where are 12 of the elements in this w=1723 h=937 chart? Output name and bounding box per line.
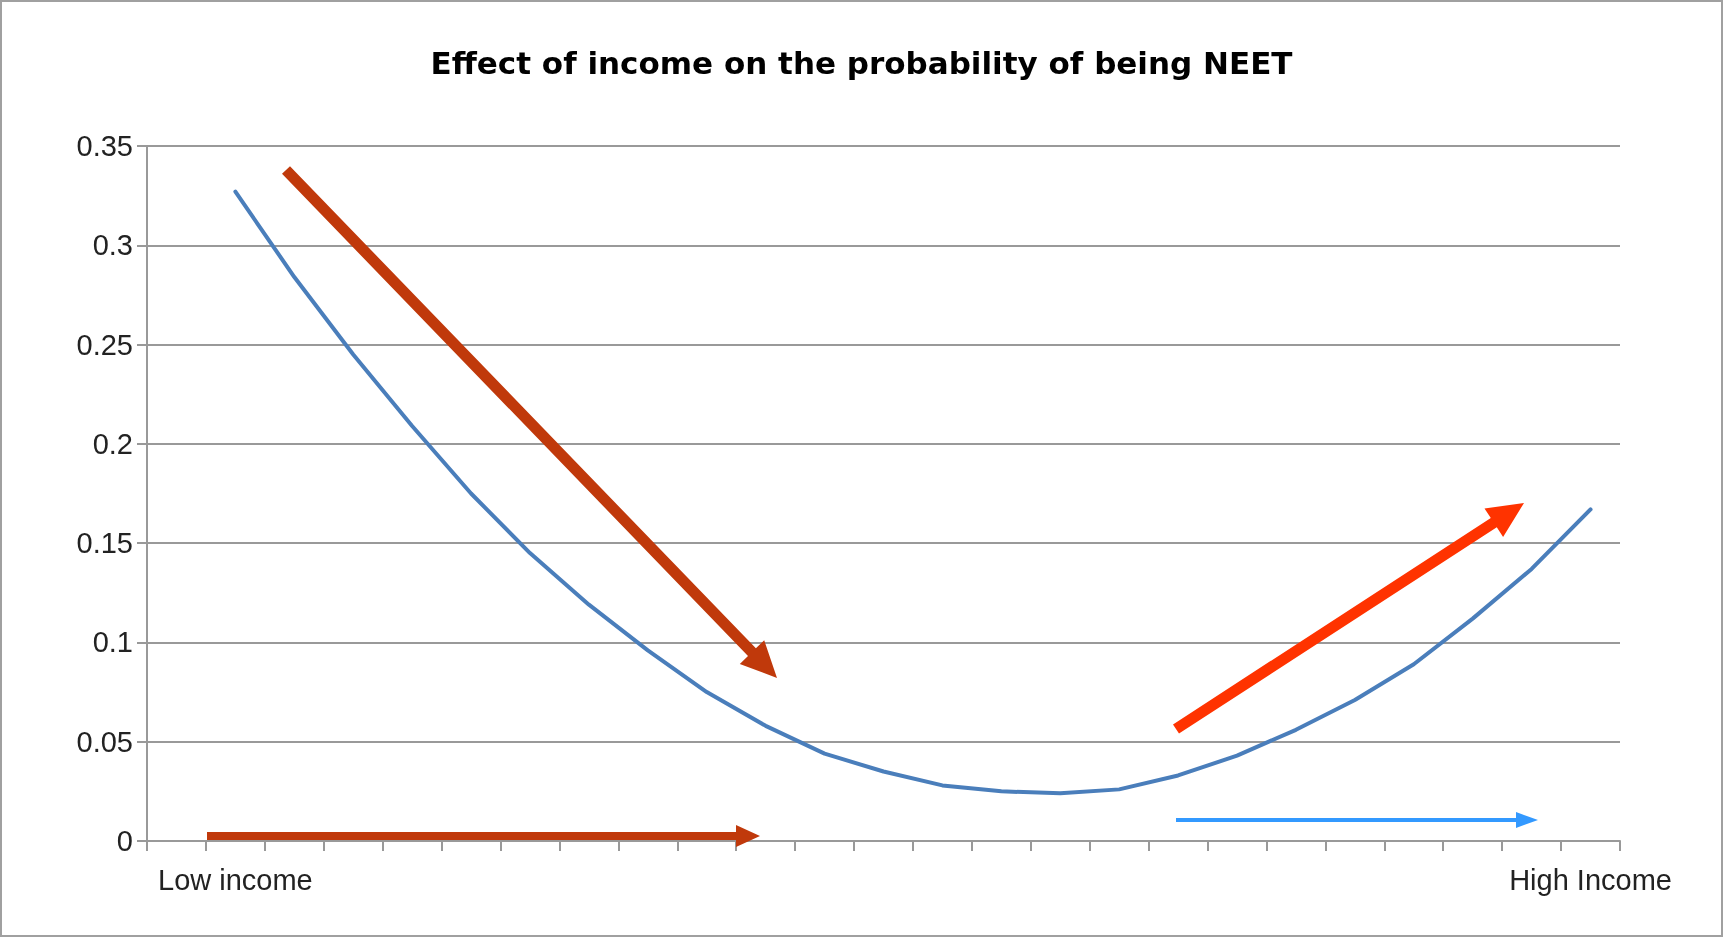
line-series [233, 189, 1593, 796]
y-tick-label: 0.25 [76, 328, 133, 361]
x-tick-label: High Income [1509, 863, 1672, 896]
chart-title: Effect of income on the probability of being NEET [430, 44, 1293, 81]
y-tick-label: 0.2 [92, 427, 133, 460]
y-tick-label: 0.1 [92, 626, 133, 659]
y-tick-label: 0.15 [76, 527, 133, 560]
x-tick-label: Low income [158, 863, 313, 896]
y-tick-label: 0.05 [76, 725, 133, 758]
y-tick-label: 0.35 [76, 130, 133, 162]
y-tick-label: 0.3 [92, 229, 133, 262]
y-tick-label: 0 [116, 825, 133, 857]
